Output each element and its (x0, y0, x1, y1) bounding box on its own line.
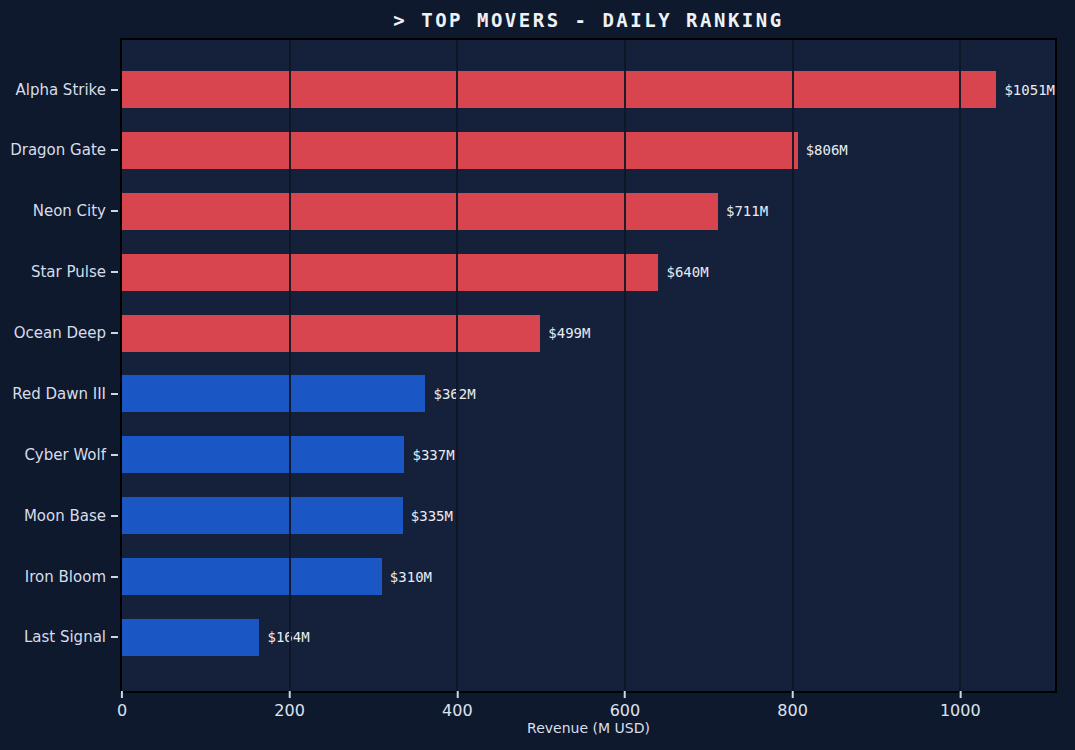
x-tick-label: 0 (117, 701, 127, 720)
y-tick-mark (111, 393, 118, 395)
bar-row: Red Dawn III$362M (122, 375, 1055, 412)
x-tick-mark (959, 691, 961, 698)
x-tick: 1000 (940, 691, 981, 720)
figure: > TOP MOVERS - DAILY RANKING Alpha Strik… (0, 0, 1075, 750)
y-tick-mark (111, 332, 118, 334)
value-label: $806M (806, 142, 848, 158)
x-tick-mark (289, 691, 291, 698)
x-tick-label: 1000 (940, 701, 981, 720)
x-tick: 200 (274, 691, 305, 720)
value-label: $499M (548, 325, 590, 341)
x-tick-label: 200 (274, 701, 305, 720)
bar-row: Star Pulse$640M (122, 254, 1055, 291)
value-label: $335M (411, 508, 453, 524)
y-tick-mark (111, 149, 118, 151)
x-tick: 800 (777, 691, 808, 720)
bar-rows: Alpha Strike$1051M Dragon Gate$806M Neon C… (122, 40, 1055, 691)
bar (122, 558, 382, 595)
bar (122, 193, 718, 230)
category-label: Last Signal (24, 628, 106, 646)
x-tick-label: 400 (442, 701, 473, 720)
y-tick-mark (111, 271, 118, 273)
category-label: Star Pulse (31, 263, 106, 281)
x-axis-label: Revenue (M USD) (122, 720, 1055, 736)
value-label: $1051M (1004, 82, 1055, 98)
y-tick-mark (111, 576, 118, 578)
x-tick: 0 (117, 691, 127, 720)
bar (122, 436, 404, 473)
value-label: $362M (433, 386, 475, 402)
x-tick-label: 800 (777, 701, 808, 720)
plot-area: Alpha Strike$1051M Dragon Gate$806M Neon C… (120, 38, 1057, 693)
category-label: Red Dawn III (12, 385, 106, 403)
category-label: Alpha Strike (15, 81, 106, 99)
value-label: $164M (267, 629, 309, 645)
category-label: Ocean Deep (14, 324, 106, 342)
x-tick-mark (121, 691, 123, 698)
x-tick-label: 600 (610, 701, 641, 720)
value-label: $640M (666, 264, 708, 280)
y-tick-mark (111, 89, 118, 91)
y-tick-mark (111, 515, 118, 517)
bar (122, 315, 540, 352)
category-label: Neon City (33, 202, 106, 220)
bar-row: Alpha Strike$1051M (122, 71, 1055, 108)
chart-title: > TOP MOVERS - DAILY RANKING (120, 9, 1057, 31)
bar-row: Cyber Wolf$337M (122, 436, 1055, 473)
bar (122, 619, 259, 656)
value-label: $711M (726, 203, 768, 219)
category-label: Iron Bloom (25, 568, 106, 586)
x-tick: 600 (610, 691, 641, 720)
x-tick-mark (792, 691, 794, 698)
bar (122, 71, 996, 108)
bar (122, 254, 658, 291)
category-label: Moon Base (24, 507, 106, 525)
bar (122, 132, 798, 169)
bar-row: Iron Bloom$310M (122, 558, 1055, 595)
bar (122, 497, 403, 534)
bar-row: Neon City$711M (122, 193, 1055, 230)
y-tick-mark (111, 210, 118, 212)
bar (122, 375, 425, 412)
bar-row: Last Signal$164M (122, 619, 1055, 656)
x-tick-mark (624, 691, 626, 698)
category-label: Cyber Wolf (24, 446, 106, 464)
x-tick-mark (456, 691, 458, 698)
bar-row: Moon Base$335M (122, 497, 1055, 534)
category-label: Dragon Gate (10, 141, 106, 159)
bar-row: Ocean Deep$499M (122, 315, 1055, 352)
value-label: $337M (412, 447, 454, 463)
y-tick-mark (111, 454, 118, 456)
value-label: $310M (390, 569, 432, 585)
x-tick: 400 (442, 691, 473, 720)
bar-row: Dragon Gate$806M (122, 132, 1055, 169)
y-tick-mark (111, 636, 118, 638)
